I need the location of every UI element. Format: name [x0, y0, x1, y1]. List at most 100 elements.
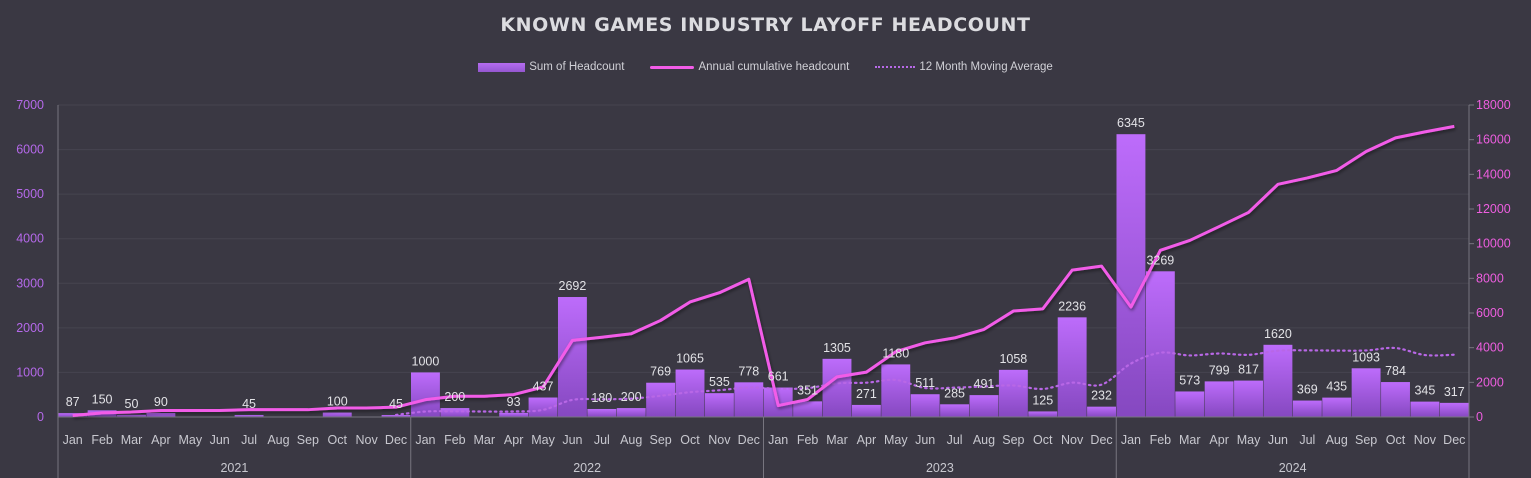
x-month-label: Jul	[241, 433, 257, 447]
y-right-tick-label: 6000	[1476, 306, 1504, 320]
y-right-tick-label: 12000	[1476, 202, 1511, 216]
x-month-label: Feb	[91, 433, 113, 447]
bar	[998, 369, 1028, 417]
bar-data-label: 661	[768, 370, 789, 384]
y-right-tick-label: 2000	[1476, 375, 1504, 389]
x-month-label: Jun	[1268, 433, 1288, 447]
x-month-label: Jan	[1121, 433, 1141, 447]
bar-data-label: 2236	[1058, 299, 1086, 313]
bar-data-label: 435	[1326, 380, 1347, 394]
bar-data-label: 180	[591, 391, 612, 405]
bar-data-label: 2692	[559, 279, 587, 293]
bar-data-label: 573	[1179, 373, 1200, 387]
x-month-label: Jan	[63, 433, 83, 447]
bar-data-label: 317	[1444, 385, 1465, 399]
bar-data-label: 285	[944, 386, 965, 400]
bar-data-label: 511	[915, 376, 935, 390]
bar-data-label: 3269	[1146, 253, 1174, 267]
bar-data-label: 50	[125, 397, 139, 411]
x-month-label: Aug	[267, 433, 289, 447]
bar	[1145, 271, 1175, 417]
y-left-tick-label: 1000	[16, 365, 44, 379]
bar	[646, 382, 676, 417]
bar-data-label: 1058	[999, 352, 1027, 366]
x-month-label: May	[178, 433, 202, 447]
bar-data-label: 351	[797, 383, 818, 397]
x-month-label: Nov	[708, 433, 731, 447]
legend-dotted-swatch	[875, 66, 916, 68]
bar	[822, 358, 852, 417]
x-month-label: Apr	[857, 433, 876, 447]
bar-data-label: 1000	[412, 354, 440, 368]
bar-data-label: 1093	[1352, 350, 1380, 364]
bar-data-label: 1065	[676, 352, 704, 366]
legend-item-bars[interactable]: Sum of Headcount	[478, 61, 624, 73]
bar	[587, 408, 617, 417]
legend-item-moving-average[interactable]: 12 Month Moving Average	[875, 61, 1053, 73]
x-month-label: Feb	[444, 433, 466, 447]
legend-item-cumulative[interactable]: Annual cumulative headcount	[650, 61, 849, 73]
x-month-label: Jun	[210, 433, 230, 447]
chart-title: KNOWN GAMES INDUSTRY LAYOFF HEADCOUNT	[500, 14, 1031, 36]
x-month-label: Oct	[680, 433, 700, 447]
x-month-label: Jul	[594, 433, 610, 447]
x-year-label: 2023	[926, 461, 954, 475]
x-month-label: Feb	[1150, 433, 1172, 447]
y-right-tick-label: 16000	[1476, 133, 1511, 147]
y-right-tick-label: 8000	[1476, 271, 1504, 285]
x-month-label: Jun	[915, 433, 935, 447]
bar-data-label: 200	[621, 390, 642, 404]
bar	[1028, 411, 1058, 417]
legend: Sum of Headcount Annual cumulative headc…	[0, 61, 1531, 73]
x-month-label: Sep	[297, 433, 319, 447]
bar	[704, 393, 734, 417]
bar	[1292, 400, 1322, 417]
bar-data-label: 535	[709, 375, 730, 389]
x-year-label: 2022	[573, 461, 601, 475]
bar-data-label: 817	[1238, 363, 1259, 377]
bar-data-label: 1305	[823, 341, 851, 355]
x-month-label: Dec	[385, 433, 407, 447]
bar-data-label: 232	[1091, 389, 1112, 403]
bar	[616, 408, 646, 417]
x-month-label: Oct	[1386, 433, 1406, 447]
x-month-label: Jul	[1299, 433, 1315, 447]
bar	[851, 404, 881, 417]
legend-label: Sum of Headcount	[529, 61, 625, 73]
bar	[1263, 344, 1293, 417]
bar	[411, 372, 440, 417]
bar-data-label: 200	[444, 390, 465, 404]
bar-data-label: 100	[327, 395, 348, 409]
bar	[793, 401, 823, 417]
bar-data-label: 87	[66, 395, 80, 409]
bar-data-label: 45	[242, 397, 256, 411]
x-month-label: Apr	[504, 433, 523, 447]
x-year-label: 2021	[220, 461, 248, 475]
bar-data-label: 271	[856, 387, 877, 401]
y-left-tick-label: 2000	[16, 321, 44, 335]
bar	[499, 412, 529, 417]
y-right-tick-label: 18000	[1476, 98, 1511, 112]
bar-data-label: 491	[974, 377, 995, 391]
bar-data-label: 150	[92, 392, 113, 406]
x-month-label: May	[531, 433, 555, 447]
x-month-label: Aug	[1326, 433, 1348, 447]
x-month-label: Nov	[1061, 433, 1084, 447]
y-left-tick-label: 3000	[16, 276, 44, 290]
x-month-label: Mar	[121, 433, 143, 447]
y-left-tick-label: 4000	[16, 232, 44, 246]
bar	[1322, 397, 1352, 417]
x-month-label: Sep	[1002, 433, 1024, 447]
bar	[881, 364, 911, 417]
bar	[1234, 380, 1263, 417]
x-month-label: Oct	[328, 433, 348, 447]
cumulative-line	[72, 124, 1455, 417]
bar	[528, 397, 558, 417]
y-right-tick-label: 14000	[1476, 167, 1511, 181]
y-left-tick-label: 7000	[16, 98, 44, 112]
y-right-tick-label: 10000	[1476, 237, 1511, 251]
y-left-tick-label: 0	[37, 410, 44, 424]
x-month-label: Apr	[151, 433, 170, 447]
